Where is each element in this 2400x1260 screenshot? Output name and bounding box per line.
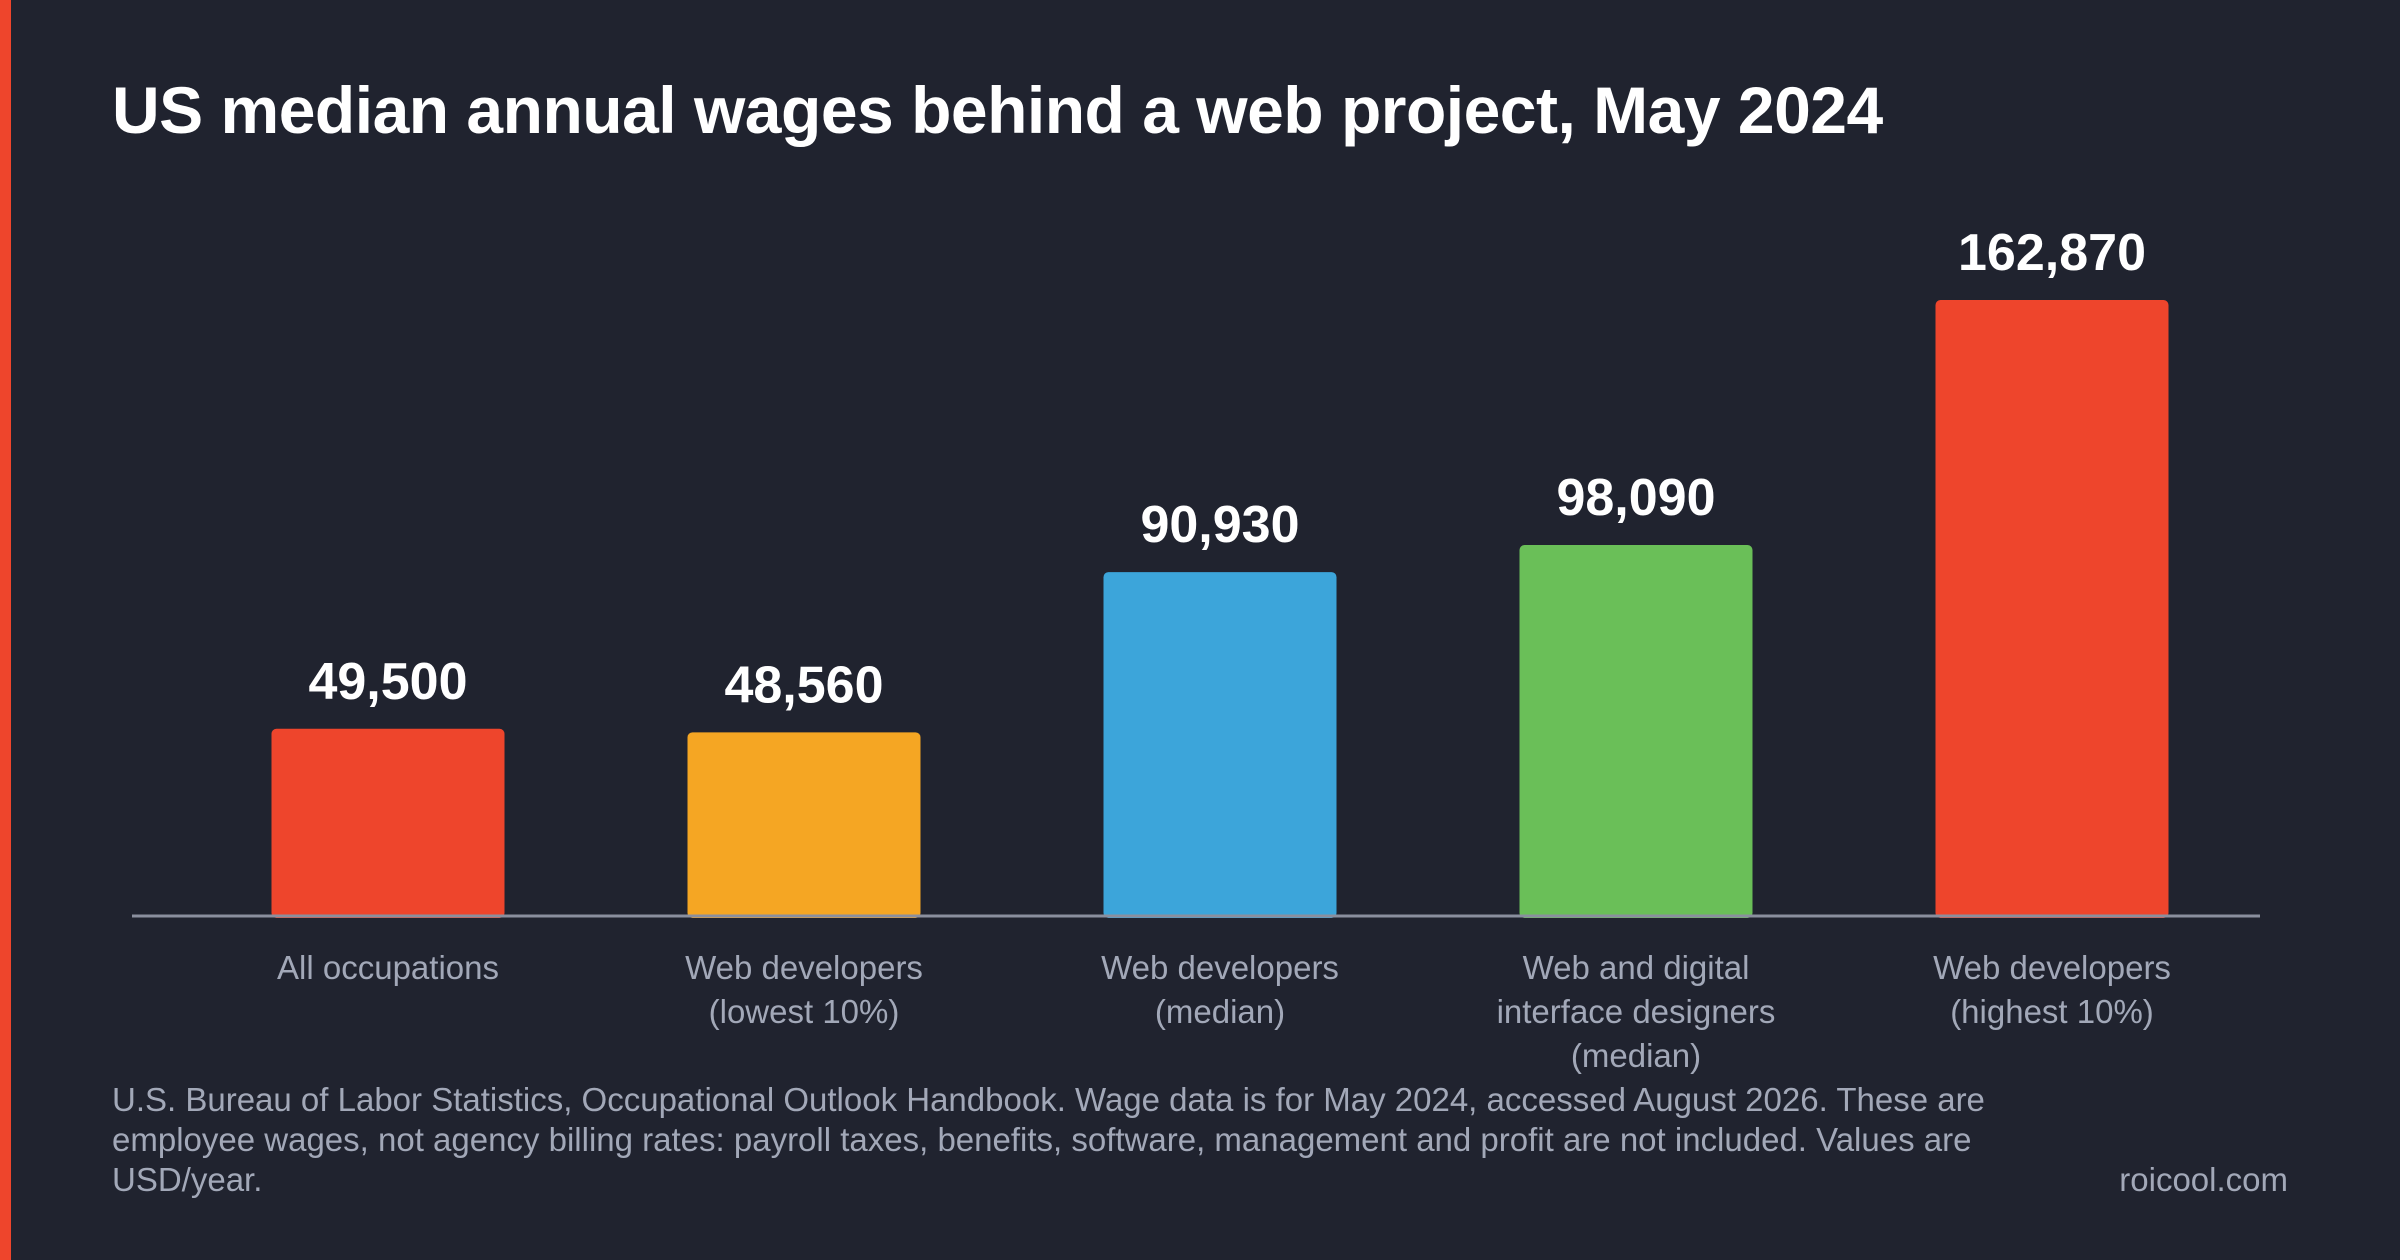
category-label-line: (lowest 10%)	[709, 993, 900, 1030]
value-label-1: 49,500	[308, 653, 467, 711]
value-label-2: 48,560	[724, 656, 883, 714]
value-label-3: 90,930	[1140, 496, 1299, 554]
source-note: U.S. Bureau of Labor Statistics, Occupat…	[112, 1081, 1985, 1198]
category-label-line: Web developers	[685, 949, 923, 986]
category-label-line: interface designers	[1497, 993, 1776, 1030]
bars-layer	[271, 300, 2169, 918]
bar-3	[1103, 572, 1337, 918]
bar-5	[1935, 300, 2169, 918]
site-credit: roicool.com	[2119, 1161, 2288, 1198]
category-label-5: Web developers (highest 10%)	[1933, 949, 2171, 1030]
category-label-line: (median)	[1155, 993, 1285, 1030]
chart-title: US median annual wages behind a web proj…	[112, 73, 1883, 147]
category-label-1: All occupations	[277, 949, 499, 986]
category-label-line: (highest 10%)	[1950, 993, 2154, 1030]
category-label-line: All occupations	[277, 949, 499, 986]
value-label-4: 98,090	[1556, 469, 1715, 527]
value-label-5: 162,870	[1958, 224, 2146, 282]
accent-stripe	[0, 0, 11, 1260]
category-label-4: Web and digital interface designers (media…	[1497, 949, 1776, 1074]
category-label-line: Web and digital	[1523, 949, 1750, 986]
category-label-3: Web developers (median)	[1101, 949, 1339, 1030]
category-label-line: (median)	[1571, 1037, 1701, 1074]
category-label-2: Web developers (lowest 10%)	[685, 949, 923, 1030]
category-label-line: Web developers	[1101, 949, 1339, 986]
labels-layer: 49,500 All occupations 48,560 Web developer…	[277, 224, 2171, 1074]
bar-1	[271, 728, 505, 918]
category-label-line: Web developers	[1933, 949, 2171, 986]
bar-2	[687, 732, 921, 918]
bar-4	[1519, 545, 1753, 918]
